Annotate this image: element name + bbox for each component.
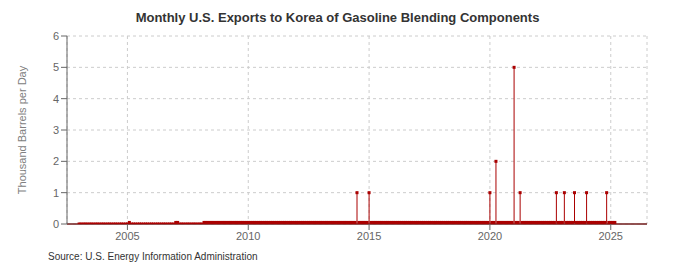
- svg-text:0: 0: [53, 218, 59, 230]
- svg-text:2025: 2025: [599, 230, 623, 242]
- svg-text:2020: 2020: [478, 230, 502, 242]
- svg-text:2005: 2005: [115, 230, 139, 242]
- svg-text:2: 2: [53, 155, 59, 167]
- html-text:Source: U.S. Energy Informatio: Source: U.S. Energy Information Administ…: [48, 251, 258, 262]
- svg-text:2010: 2010: [236, 230, 260, 242]
- html-text:Monthly U.S. Exports to Korea: Monthly U.S. Exports to Korea of Gasolin…: [135, 10, 540, 25]
- svg-text:3: 3: [53, 124, 59, 136]
- svg-text:2015: 2015: [357, 230, 381, 242]
- svg-text:Thousand Barrels per Day: Thousand Barrels per Day: [16, 65, 28, 194]
- svg-text:5: 5: [53, 61, 59, 73]
- svg-text:1: 1: [53, 187, 59, 199]
- svg-text:6: 6: [53, 30, 59, 42]
- svg-text:4: 4: [53, 93, 59, 105]
